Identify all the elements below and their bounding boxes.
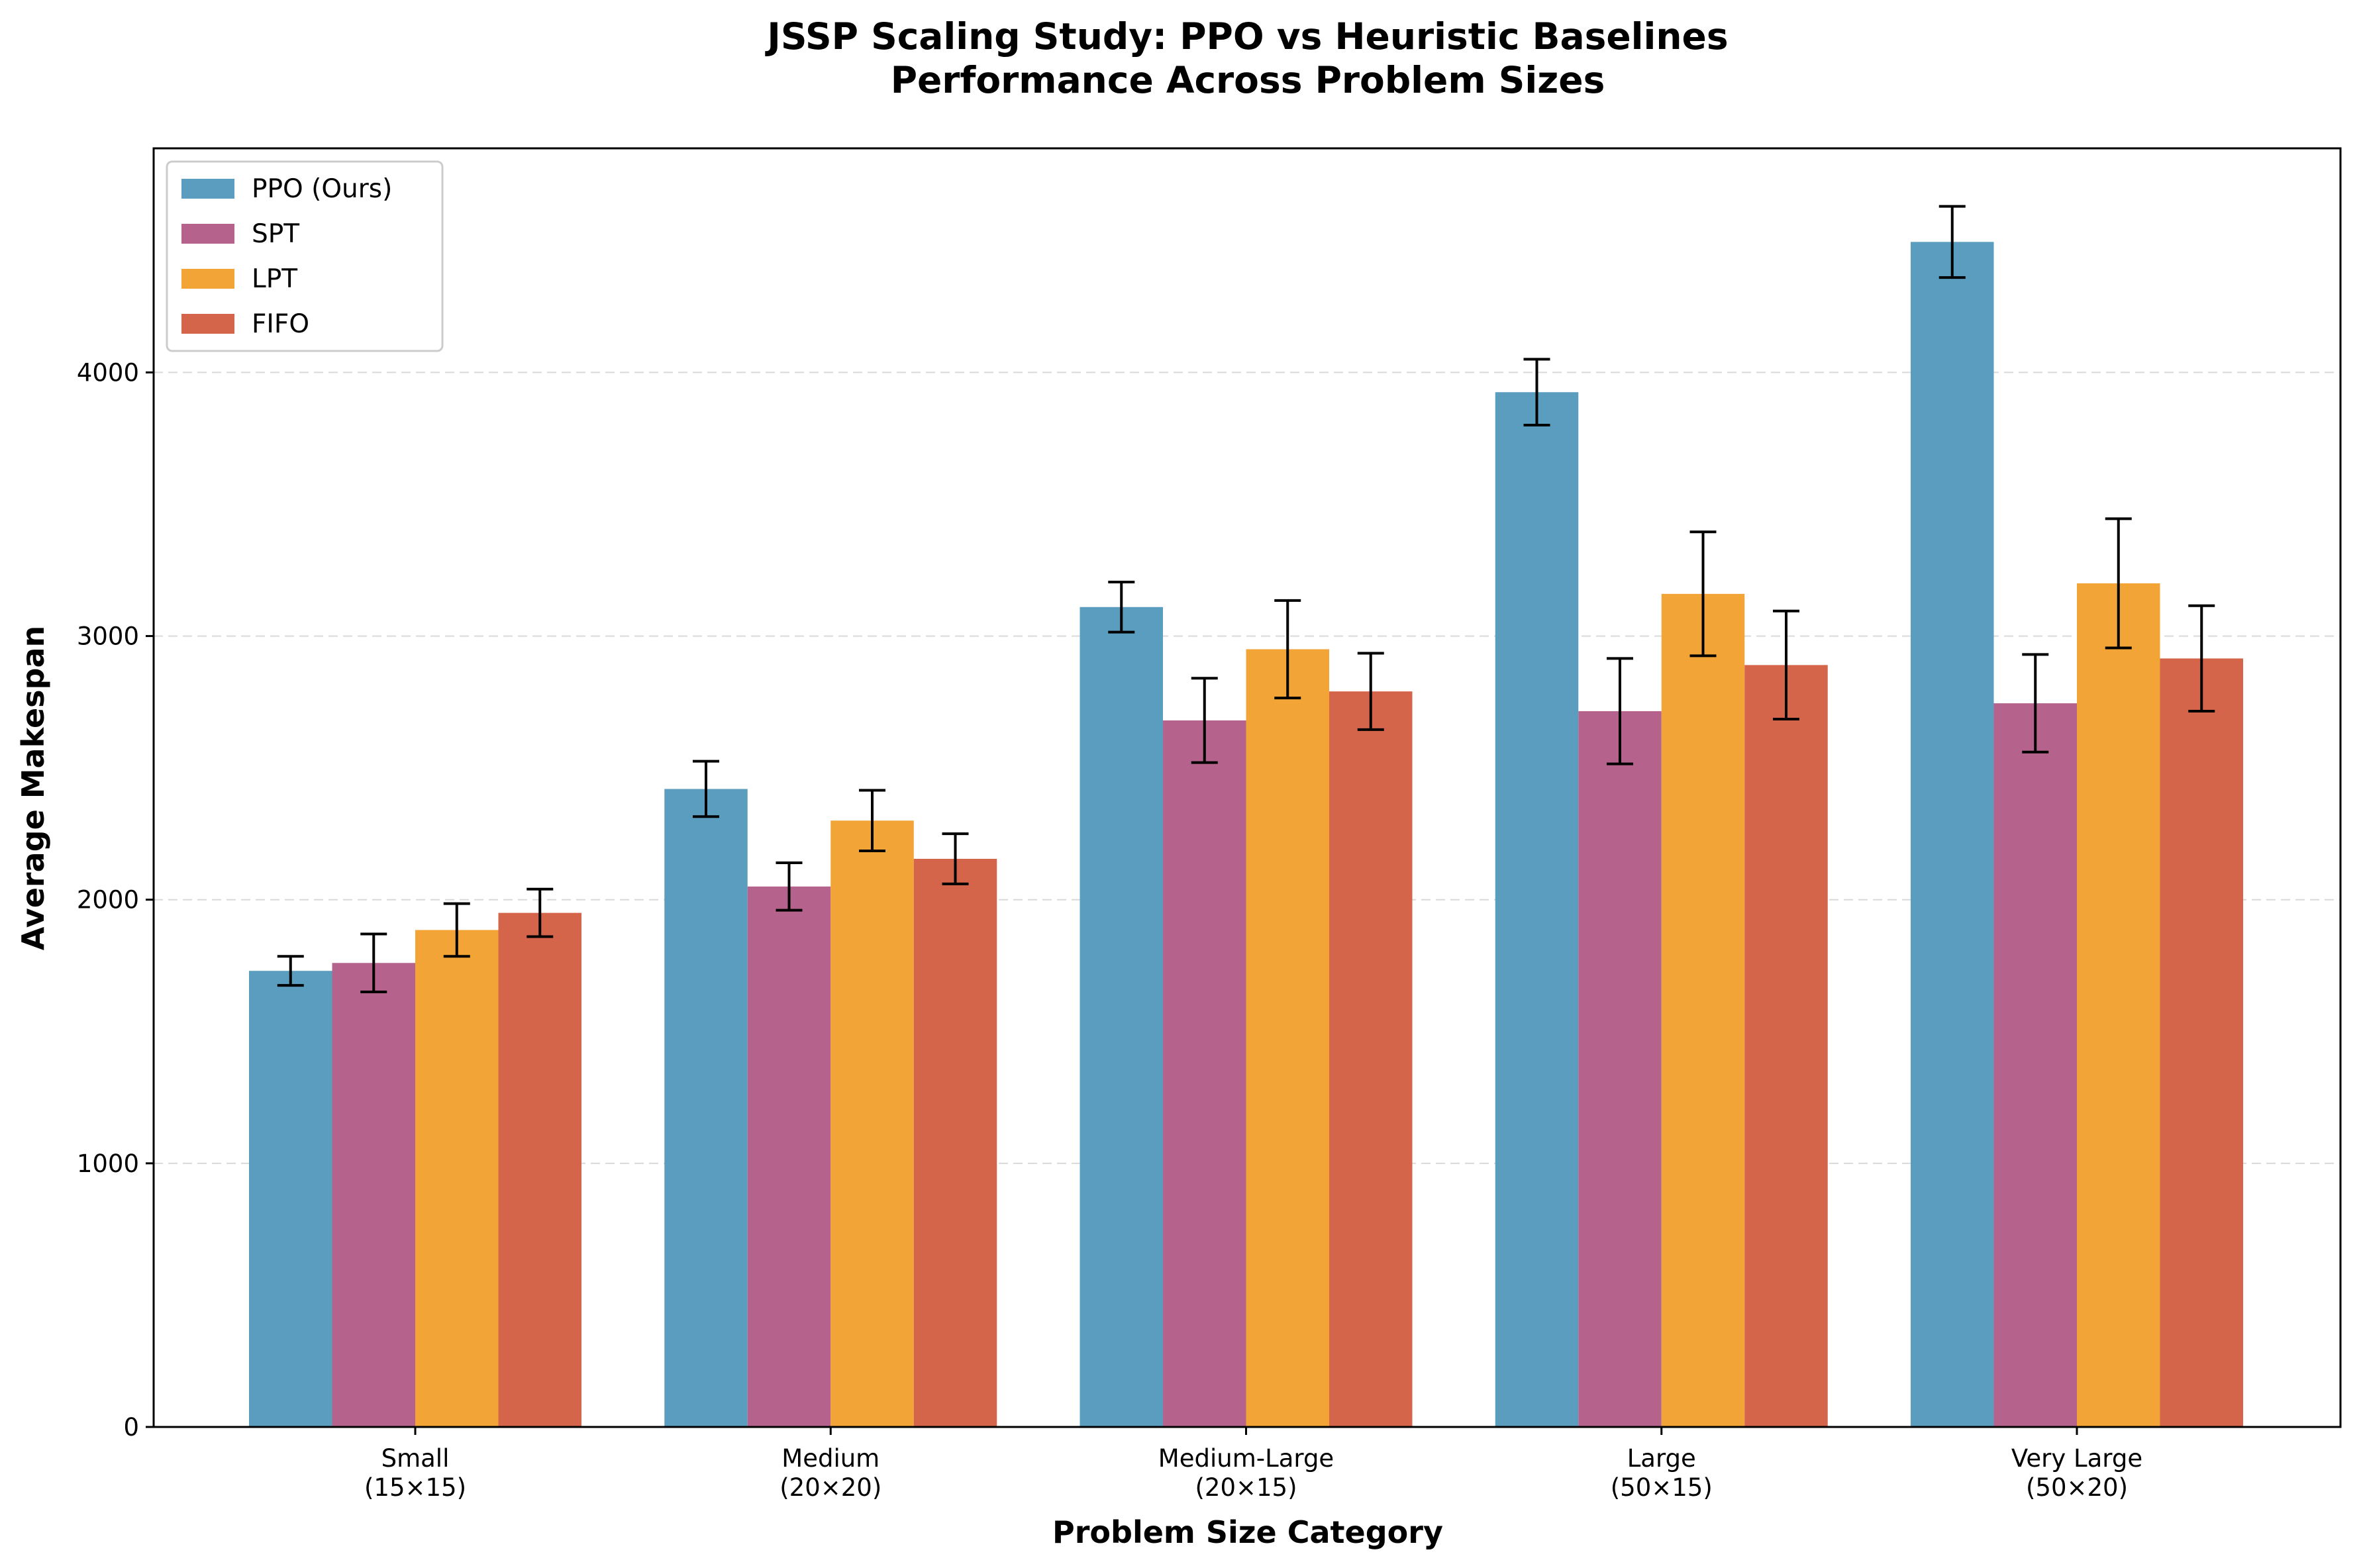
bar [1246,649,1329,1427]
bar [913,858,997,1427]
x-tick-label: Large (50×15) [1611,1444,1713,1502]
bar [2160,658,2243,1427]
y-tick-label: 3000 [77,622,139,651]
bar [1329,691,1413,1427]
legend-label: LPT [252,264,297,294]
y-axis-label: Average Makespan [15,626,51,950]
legend-swatch [181,224,234,244]
bar [1578,711,1662,1427]
bars [249,242,2243,1428]
bar [830,820,914,1427]
legend-frame [166,160,444,352]
bar [2077,583,2160,1427]
y-tick-label: 0 [123,1413,139,1442]
legend-swatch [181,179,234,199]
bar [1993,703,2077,1427]
legend: PPO (Ours) SPT LPT FIFO [166,160,444,352]
chart-subtitle: Performance Across Problem Sizes [891,59,1605,101]
chart-title: JSSP Scaling Study: PPO vs Heuristic Bas… [764,15,1728,58]
bar [415,930,499,1427]
bar [498,912,581,1427]
legend-label: FIFO [252,309,309,339]
bar [664,789,748,1427]
y-tick-label: 2000 [77,886,139,914]
bar [1080,607,1163,1427]
legend-swatch [181,314,234,334]
bar [332,963,415,1427]
error-bars [277,205,2215,994]
bar [249,971,332,1427]
bar [1495,392,1579,1428]
x-axis-label: Problem Size Category [1052,1514,1443,1550]
x-tick-label: Very Large (50×20) [2011,1444,2142,1502]
x-tick-label: Small (15×15) [364,1444,466,1502]
bar [1661,593,1745,1427]
bar [747,886,831,1427]
x-tick-label: Medium-Large (20×15) [1158,1444,1334,1502]
legend-label: PPO (Ours) [252,174,392,204]
y-tick-label: 4000 [77,358,139,387]
legend-label: SPT [252,219,299,249]
legend-swatch [181,269,234,289]
y-tick-label: 1000 [77,1150,139,1178]
x-axis-ticks: Small (15×15) Medium (20×20) Medium-Large (20… [364,1427,2142,1502]
bar [1744,665,1828,1427]
y-axis-ticks: 0 1000 2000 3000 4000 [77,358,154,1442]
x-tick-label: Medium (20×20) [779,1444,881,1502]
bar [1163,720,1246,1427]
bar [1911,242,1994,1427]
